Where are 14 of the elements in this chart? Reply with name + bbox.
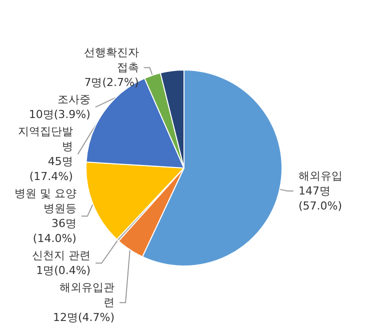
data-label: 10명(3.9%) xyxy=(28,108,90,122)
data-label: 12명(4.7%) xyxy=(52,311,115,324)
data-label: 7명(2.7%) xyxy=(84,76,139,90)
slice-label: 선행확진자접촉 xyxy=(84,46,139,74)
slice-label: 지역집단발병 xyxy=(18,125,73,154)
slice-label: 병원 및 요양병원등 xyxy=(14,187,76,216)
data-label: 36명(14.0%) xyxy=(32,217,76,246)
data-label: 1명(0.4%) xyxy=(36,264,91,278)
data-label: 45명(17.4%) xyxy=(29,155,73,184)
slice-label: 해외유입관련 xyxy=(60,281,115,310)
slice-label: 해외유입 xyxy=(298,170,342,183)
slice-label: 조사중 xyxy=(57,93,90,106)
data-label: 147명(57.0%) xyxy=(298,184,342,213)
slice-label: 신천지 관련 xyxy=(32,249,91,262)
